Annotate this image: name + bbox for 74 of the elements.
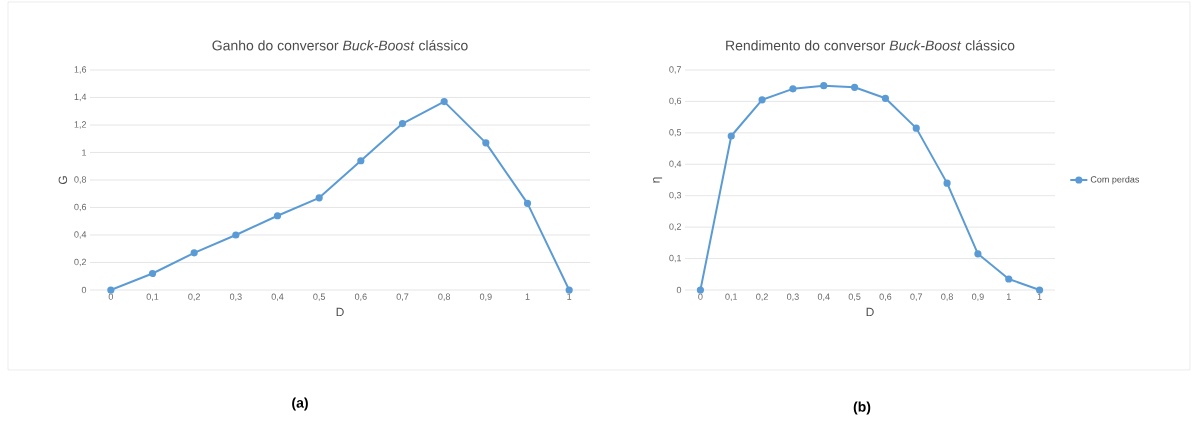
point [696, 286, 705, 294]
text: (b) [853, 401, 871, 415]
y-tick-label: 0 [81, 286, 87, 294]
x-tick-label: 1 [1037, 293, 1042, 300]
y-tick-label: 0,8 [74, 176, 87, 184]
point [315, 194, 323, 202]
chart-title: Ganho do conversor Buck-Boost clássico [212, 40, 468, 51]
x-tick-label: 0,2 [188, 293, 200, 301]
point [273, 212, 282, 220]
text: (a) [292, 397, 308, 411]
point [357, 157, 365, 165]
point [727, 132, 735, 140]
y-tick-label: 0,7 [669, 66, 682, 74]
x-tick-label: 0,1 [725, 293, 738, 301]
point [107, 286, 115, 294]
y-tick-label: 0 [676, 286, 682, 294]
x-tick-label: 1 [1006, 293, 1011, 300]
chart-title: Rendimento do conversor Buck-Boost clássico [726, 40, 1015, 51]
y-tick-label: 1,4 [74, 93, 87, 102]
point [912, 124, 920, 132]
x-tick-label: 0 [698, 293, 703, 300]
x-tick-label: 1 [525, 293, 530, 300]
x-axis-title: D [336, 307, 344, 317]
y-tick-label: 0,2 [74, 258, 87, 267]
y-tick-label: 0,4 [669, 160, 682, 168]
x-tick-label: 0,6 [879, 293, 892, 301]
x-tick-label: 0,3 [229, 293, 242, 301]
point [232, 231, 240, 239]
y-tick-label: 0,6 [669, 97, 682, 106]
y-tick-label: 0,3 [669, 191, 682, 200]
legend-label: Com perdas [1090, 175, 1140, 185]
x-tick-label: 0 [108, 293, 113, 300]
point [850, 83, 859, 91]
x-tick-label: 0,7 [910, 293, 923, 301]
y-axis-title: η [653, 177, 663, 183]
point [1005, 275, 1013, 283]
point [482, 139, 490, 147]
x-tick-label: 0,9 [479, 293, 492, 301]
point [190, 249, 198, 257]
x-tick-label: 0,7 [396, 293, 409, 301]
x-tick-label: 0,6 [354, 293, 367, 301]
x-tick-label: 0,5 [848, 293, 861, 301]
y-tick-label: 1,2 [74, 121, 87, 129]
y-tick-label: 1 [82, 149, 87, 156]
x-tick-label: 0,4 [271, 293, 284, 301]
point [148, 269, 157, 278]
point [758, 96, 766, 104]
point [881, 94, 890, 102]
y-axis-title: G [58, 176, 68, 185]
point [974, 250, 982, 258]
x-tick-label: 0,3 [787, 293, 799, 301]
point [1035, 286, 1044, 294]
y-tick-label: 0,6 [74, 203, 87, 212]
x-axis-title: D [866, 307, 874, 317]
x-tick-label: 0,5 [313, 293, 326, 301]
y-tick-label: 0,5 [669, 129, 682, 137]
x-tick-label: 0,9 [972, 293, 984, 301]
x-tick-label: 0,8 [941, 293, 953, 301]
x-tick-label: 0,1 [146, 293, 159, 301]
point [398, 120, 407, 128]
x-tick-label: 0,4 [817, 293, 830, 301]
y-tick-label: 1,6 [74, 66, 87, 74]
x-tick-label: 0,8 [438, 293, 451, 301]
point [565, 286, 573, 294]
point [523, 199, 532, 207]
y-tick-label: 0,4 [74, 231, 87, 239]
point [943, 179, 951, 187]
x-tick-label: 0,2 [756, 293, 768, 301]
point [440, 98, 448, 106]
y-tick-label: 0,1 [669, 254, 682, 263]
x-tick-label: 1 [567, 293, 572, 300]
point [789, 85, 797, 93]
y-tick-label: 0,2 [669, 223, 682, 231]
point [820, 82, 828, 90]
